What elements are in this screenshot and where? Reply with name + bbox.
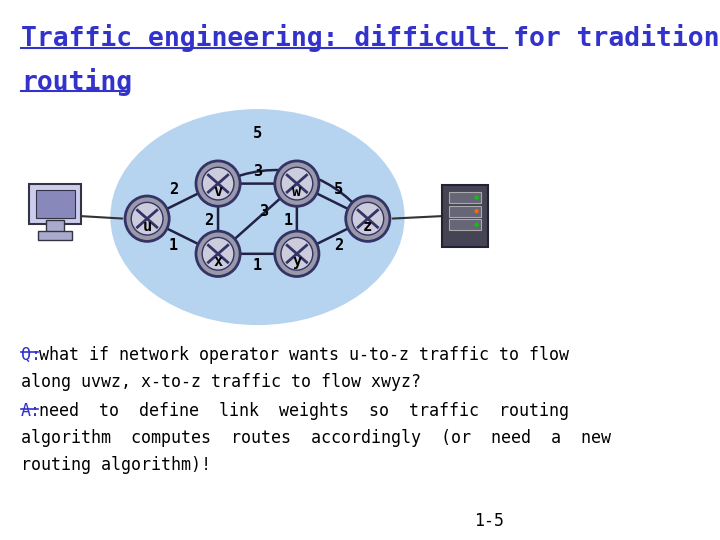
FancyBboxPatch shape — [46, 220, 64, 236]
FancyBboxPatch shape — [449, 192, 481, 203]
FancyBboxPatch shape — [29, 184, 81, 224]
Circle shape — [281, 238, 312, 270]
Text: 1: 1 — [168, 238, 178, 253]
FancyBboxPatch shape — [449, 219, 481, 230]
Text: 2: 2 — [168, 181, 178, 197]
Text: 2: 2 — [204, 213, 213, 228]
Text: u: u — [143, 219, 152, 234]
Text: 3: 3 — [253, 164, 262, 179]
Text: v: v — [214, 184, 222, 199]
Text: z: z — [363, 219, 372, 234]
Text: routing: routing — [21, 68, 132, 96]
Circle shape — [202, 167, 234, 200]
FancyBboxPatch shape — [36, 190, 75, 218]
Circle shape — [196, 161, 240, 206]
Circle shape — [202, 238, 234, 270]
Circle shape — [275, 231, 319, 276]
Text: Q:: Q: — [21, 346, 41, 363]
Text: Traffic engineering: difficult for traditional: Traffic engineering: difficult for tradi… — [21, 24, 720, 52]
Circle shape — [474, 222, 479, 227]
Circle shape — [196, 231, 240, 276]
Text: need  to  define  link  weights  so  traffic  routing: need to define link weights so traffic r… — [40, 402, 570, 420]
Circle shape — [281, 167, 312, 200]
Text: along uvwz, x-to-z traffic to flow xwyz?: along uvwz, x-to-z traffic to flow xwyz? — [21, 373, 421, 390]
Text: routing algorithm)!: routing algorithm)! — [21, 456, 211, 474]
Text: x: x — [214, 254, 222, 269]
Text: w: w — [292, 184, 302, 199]
Text: y: y — [292, 254, 302, 269]
Text: algorithm  computes  routes  accordingly  (or  need  a  new: algorithm computes routes accordingly (o… — [21, 429, 611, 447]
Text: 5: 5 — [253, 126, 262, 141]
Circle shape — [346, 196, 390, 241]
Text: 3: 3 — [259, 204, 269, 219]
Text: A:: A: — [21, 402, 41, 420]
FancyBboxPatch shape — [442, 185, 487, 247]
FancyBboxPatch shape — [449, 206, 481, 217]
Text: what if network operator wants u-to-z traffic to flow: what if network operator wants u-to-z tr… — [40, 346, 570, 363]
Text: 2: 2 — [334, 238, 343, 253]
Circle shape — [125, 196, 169, 241]
Circle shape — [275, 161, 319, 206]
Circle shape — [474, 209, 479, 213]
Circle shape — [474, 195, 479, 200]
Circle shape — [352, 202, 384, 235]
Text: 5: 5 — [334, 181, 343, 197]
Text: 1-5: 1-5 — [474, 512, 505, 530]
FancyArrowPatch shape — [220, 185, 294, 252]
Text: 1: 1 — [253, 258, 262, 273]
Circle shape — [131, 202, 163, 235]
FancyArrowPatch shape — [220, 170, 366, 217]
Ellipse shape — [110, 109, 405, 325]
FancyBboxPatch shape — [38, 231, 72, 240]
Text: 1: 1 — [284, 213, 292, 228]
